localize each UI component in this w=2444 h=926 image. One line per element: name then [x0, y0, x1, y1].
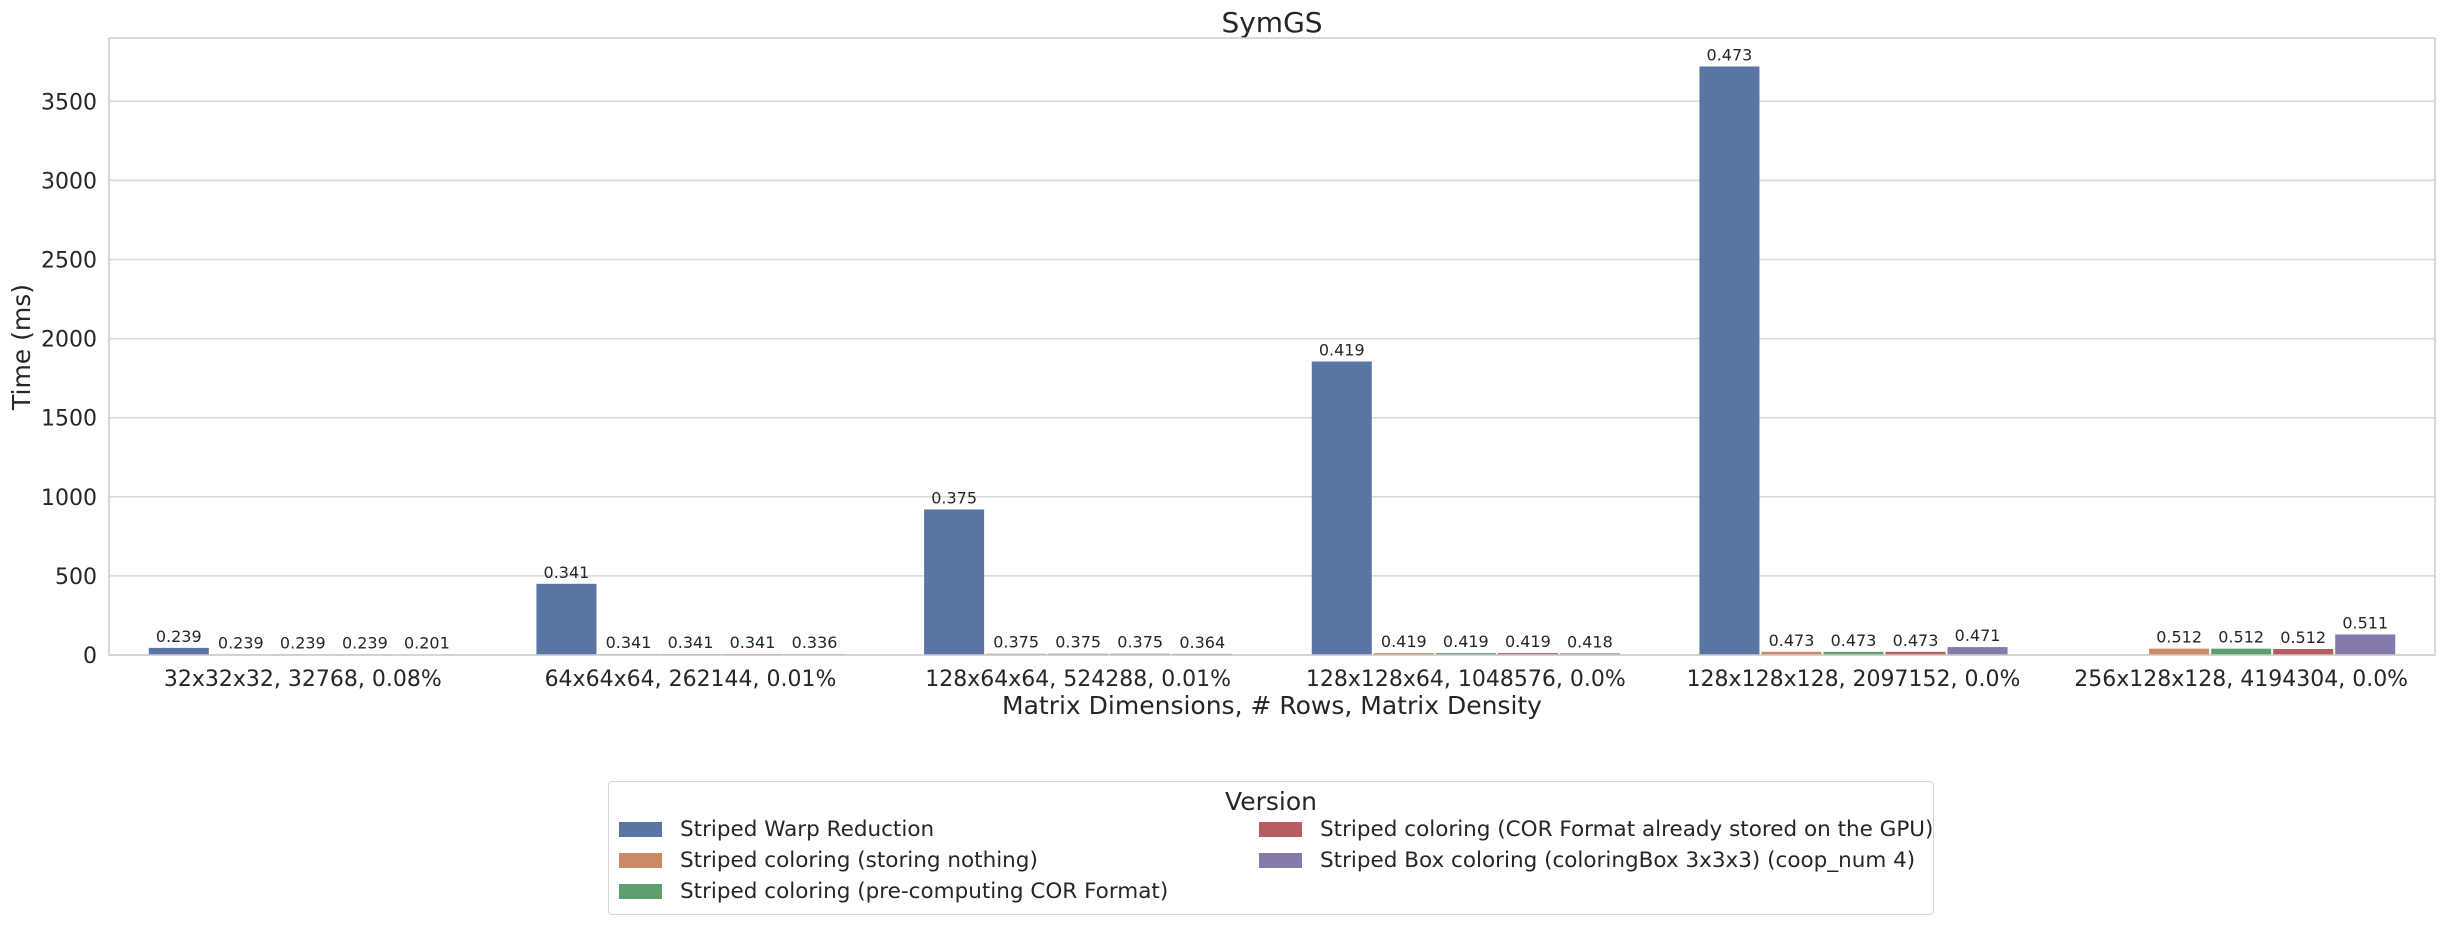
legend-item: Striped Box coloring (coloringBox 3x3x3)…	[1259, 848, 1915, 873]
x-tick-label: 128x64x64, 524288, 0.01%	[925, 667, 1231, 692]
y-axis-label: Time (ms)	[7, 284, 36, 411]
bar	[1497, 653, 1558, 655]
legend-label: Striped coloring (storing nothing)	[680, 848, 1038, 873]
y-tick-label: 500	[55, 565, 97, 590]
bar	[2149, 648, 2210, 655]
legend-item: Striped coloring (COR Format already sto…	[1259, 817, 1933, 842]
data-label: 0.364	[1179, 633, 1225, 652]
data-label: 0.341	[606, 633, 652, 652]
x-tick-label: 256x128x128, 4194304, 0.0%	[2074, 667, 2408, 692]
bar	[536, 583, 597, 655]
plot-frame	[108, 37, 2436, 656]
bar	[1435, 653, 1496, 655]
data-label: 0.341	[544, 563, 590, 582]
bars	[148, 66, 2396, 655]
data-label: 0.239	[156, 627, 202, 646]
data-label: 0.419	[1319, 341, 1365, 360]
x-axis-ticks: 32x32x32, 32768, 0.08% 64x64x64, 262144, …	[164, 667, 2408, 692]
data-label: 0.511	[2342, 613, 2388, 632]
data-label: 0.336	[792, 633, 838, 652]
data-label: 0.419	[1443, 632, 1489, 651]
bar	[148, 647, 209, 655]
bar	[1311, 361, 1372, 655]
data-label: 0.419	[1381, 632, 1427, 651]
y-tick-label: 1500	[41, 407, 97, 432]
data-label: 0.239	[280, 633, 326, 652]
data-label: 0.375	[993, 633, 1039, 652]
data-label: 0.341	[730, 633, 776, 652]
y-tick-label: 2000	[41, 328, 97, 353]
data-label: 0.201	[404, 634, 450, 653]
y-tick-label: 3500	[41, 90, 97, 115]
legend-swatch	[619, 853, 662, 868]
data-label: 0.375	[931, 488, 977, 507]
legend: Version Striped Warp Reduction Striped co…	[608, 781, 1934, 915]
y-tick-label: 2500	[41, 248, 97, 273]
legend-item: Striped Warp Reduction	[619, 817, 934, 842]
bar	[1761, 651, 1822, 655]
bar	[1373, 653, 1434, 655]
data-label: 0.512	[2280, 628, 2326, 647]
data-label: 0.239	[342, 633, 388, 652]
legend-swatch	[1259, 853, 1302, 868]
x-tick-label: 64x64x64, 262144, 0.01%	[545, 667, 837, 692]
legend-label: Striped Warp Reduction	[680, 817, 935, 842]
chart-title: SymGS	[1221, 6, 1322, 39]
x-tick-label: 128x128x64, 1048576, 0.0%	[1306, 667, 1626, 692]
legend-label: Striped coloring (pre-computing COR Form…	[680, 879, 1169, 904]
bar	[1699, 66, 1760, 655]
x-tick-label: 128x128x128, 2097152, 0.0%	[1687, 667, 2021, 692]
data-label: 0.473	[1831, 631, 1877, 650]
y-tick-label: 0	[83, 644, 97, 669]
data-label: 0.341	[668, 633, 714, 652]
y-axis-ticks: 0 500 1000 1500 2000 2500 3000 3500	[41, 90, 97, 669]
bar	[2211, 648, 2272, 655]
data-label: 0.473	[1893, 631, 1939, 650]
legend-item: Striped coloring (storing nothing)	[619, 848, 1038, 873]
legend-title: Version	[1225, 787, 1317, 816]
data-label: 0.419	[1505, 632, 1551, 651]
bar	[1823, 651, 1884, 655]
data-label: 0.375	[1117, 633, 1163, 652]
bar	[1559, 653, 1620, 655]
bar	[1885, 651, 1946, 655]
bar-labels: 0.239 0.239 0.239 0.239 0.201 0.341 0.341 0.341…	[156, 45, 2388, 652]
legend-swatch	[1259, 822, 1302, 837]
bar	[1947, 647, 2008, 655]
data-label: 0.473	[1707, 45, 1753, 64]
legend-item: Striped coloring (pre-computing COR Form…	[619, 879, 1168, 904]
bar	[924, 509, 985, 655]
x-axis-label: Matrix Dimensions, # Rows, Matrix Densit…	[1002, 691, 1542, 720]
legend-label: Striped coloring (COR Format already sto…	[1320, 817, 1934, 842]
data-label: 0.512	[2156, 628, 2202, 647]
legend-swatch	[619, 822, 662, 837]
bar	[2335, 634, 2396, 655]
data-label: 0.473	[1769, 631, 1815, 650]
data-label: 0.239	[218, 633, 264, 652]
y-tick-label: 1000	[41, 486, 97, 511]
y-tick-label: 3000	[41, 169, 97, 194]
gridlines	[109, 100, 2435, 656]
legend-label: Striped Box coloring (coloringBox 3x3x3)…	[1320, 848, 1916, 873]
data-label: 0.375	[1055, 633, 1101, 652]
data-label: 0.512	[2218, 628, 2264, 647]
data-label: 0.471	[1955, 626, 2001, 645]
bar	[2273, 648, 2334, 655]
x-tick-label: 32x32x32, 32768, 0.08%	[164, 667, 442, 692]
legend-swatch	[619, 884, 662, 899]
data-label: 0.418	[1567, 632, 1613, 651]
